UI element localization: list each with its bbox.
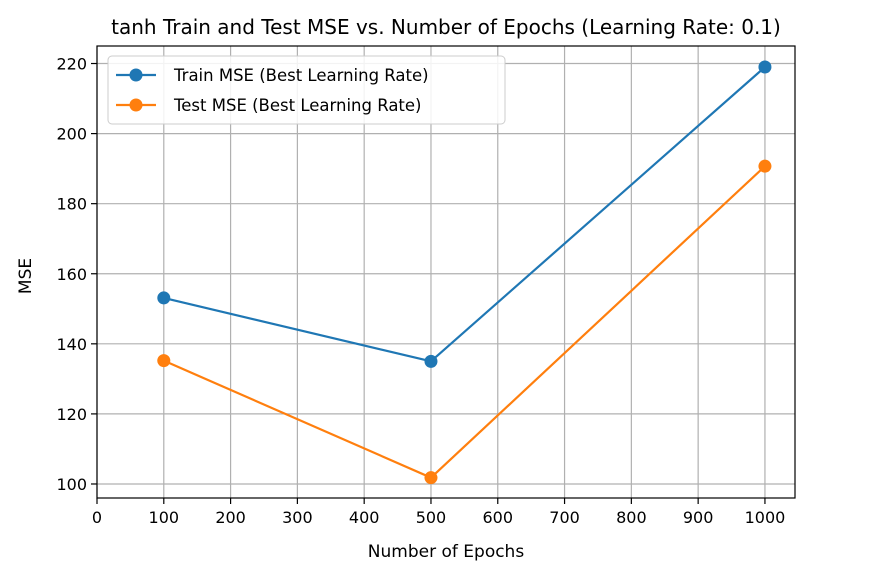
y-axis-label: MSE xyxy=(16,258,36,294)
plot-frame xyxy=(96,45,796,499)
series-line-2 xyxy=(163,165,766,479)
series-2-point xyxy=(758,159,772,173)
x-tick-label: 0 xyxy=(92,508,102,527)
series-layer xyxy=(157,60,772,485)
legend-box xyxy=(107,55,506,125)
x-tick-label: 600 xyxy=(482,508,513,527)
series-1-point xyxy=(157,291,171,305)
legend-marker xyxy=(129,98,143,112)
y-tick-label: 140 xyxy=(56,335,87,354)
y-tick-label: 120 xyxy=(56,405,87,424)
y-tick-label: 200 xyxy=(56,125,87,144)
series-2-point xyxy=(157,354,171,368)
x-tick-label: 1000 xyxy=(745,508,786,527)
x-axis-label: Number of Epochs xyxy=(368,542,525,562)
y-axis: 100 120 140 160 180 200 220 xyxy=(56,55,97,494)
x-tick-label: 800 xyxy=(616,508,647,527)
x-tick-label: 200 xyxy=(215,508,246,527)
x-tick-label: 100 xyxy=(149,508,180,527)
series-2-point xyxy=(424,471,438,485)
y-tick-label: 180 xyxy=(56,195,87,214)
y-tick-label: 160 xyxy=(56,265,87,284)
legend-label: Test MSE (Best Learning Rate) xyxy=(173,96,421,115)
x-tick-label: 400 xyxy=(349,508,380,527)
x-axis: 0 100 200 300 400 500 600 700 800 900 1000 xyxy=(92,498,785,527)
legend-marker xyxy=(129,68,143,82)
x-tick-label: 900 xyxy=(683,508,714,527)
x-tick-label: 300 xyxy=(282,508,313,527)
x-tick-label: 500 xyxy=(416,508,447,527)
y-tick-label: 220 xyxy=(56,55,87,74)
legend-label: Train MSE (Best Learning Rate) xyxy=(173,66,429,85)
y-tick-label: 100 xyxy=(56,475,87,494)
chart-title: tanh Train and Test MSE vs. Number of Ep… xyxy=(111,15,781,39)
x-tick-label: 700 xyxy=(549,508,580,527)
series-1-point xyxy=(424,354,438,368)
legend: Train MSE (Best Learning Rate) Test MSE (… xyxy=(107,55,506,125)
series-1-point xyxy=(758,60,772,74)
